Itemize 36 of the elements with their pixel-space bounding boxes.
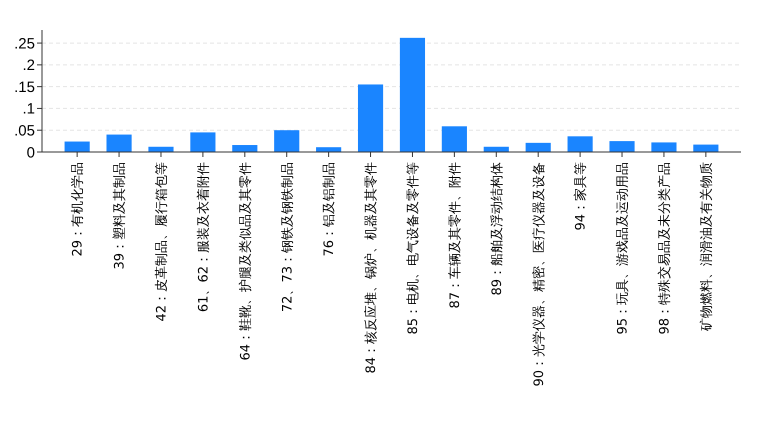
x-tick-label: 84：核反应堆、锅炉、机器及其零件 bbox=[363, 162, 380, 374]
bar bbox=[64, 142, 90, 152]
bar bbox=[442, 126, 467, 152]
x-tick-label: 42：皮革制品、履行箱包等 bbox=[154, 162, 170, 322]
x-tick-label: 61、62：服装及衣着附件 bbox=[195, 162, 212, 312]
x-tick-label: 94：家具等 bbox=[572, 162, 589, 231]
bar bbox=[693, 144, 718, 152]
bar bbox=[526, 142, 551, 152]
x-tick-label: 87：车辆及其零件、附件 bbox=[448, 162, 463, 309]
x-tick-label: 89：船舶及浮动结构体 bbox=[490, 162, 505, 296]
bar bbox=[274, 130, 300, 152]
y-tick-label: .2 bbox=[22, 57, 35, 74]
x-tick-label: 64：鞋靴、护腿及类似品及其零件 bbox=[238, 162, 254, 361]
y-tick-label: .1 bbox=[22, 100, 35, 118]
bar bbox=[568, 136, 593, 152]
x-tick-label: 90：光学仪器、精密、医疗仪器及设备 bbox=[532, 162, 547, 387]
bar bbox=[190, 132, 216, 152]
x-tick-label: 98：特殊交易品及未分类产品 bbox=[656, 162, 672, 335]
bar bbox=[232, 145, 258, 152]
bar bbox=[106, 134, 132, 152]
bar bbox=[609, 141, 635, 152]
y-tick-label: 0 bbox=[26, 144, 35, 162]
bar bbox=[651, 142, 677, 152]
y-tick-label: .05 bbox=[14, 122, 35, 140]
x-tick-label: 72、73：钢铁及钢铁制品 bbox=[280, 162, 296, 312]
bar bbox=[316, 147, 342, 152]
bar bbox=[358, 84, 384, 152]
x-tick-label: 76：铝及铝制品 bbox=[322, 162, 338, 257]
y-tick-label: .15 bbox=[14, 78, 35, 96]
x-tick-label: 29：有机化学品 bbox=[70, 162, 86, 257]
x-tick-label: 矿物燃料、润滑油及有关物质 bbox=[699, 162, 714, 332]
y-tick-label: .25 bbox=[14, 35, 35, 52]
x-tick-label: 39：塑料及其制品 bbox=[112, 162, 128, 270]
x-tick-label: 95：玩具、游戏品及运动用品 bbox=[616, 162, 631, 335]
bar bbox=[400, 38, 426, 152]
x-tick-label: 85：电机、电气设备及零件等 bbox=[406, 162, 422, 335]
